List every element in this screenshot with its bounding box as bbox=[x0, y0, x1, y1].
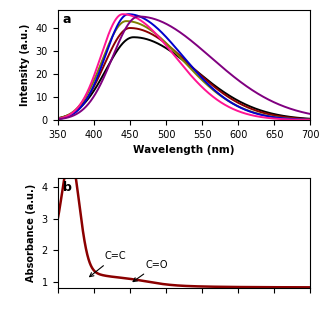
Y-axis label: Intensity (a.u.): Intensity (a.u.) bbox=[20, 24, 30, 106]
Y-axis label: Absorbance (a.u.): Absorbance (a.u.) bbox=[26, 184, 36, 282]
Text: b: b bbox=[63, 181, 72, 194]
Text: C=C: C=C bbox=[90, 251, 126, 277]
Text: C=O: C=O bbox=[133, 260, 168, 282]
Text: a: a bbox=[63, 13, 71, 26]
X-axis label: Wavelength (nm): Wavelength (nm) bbox=[133, 145, 235, 155]
